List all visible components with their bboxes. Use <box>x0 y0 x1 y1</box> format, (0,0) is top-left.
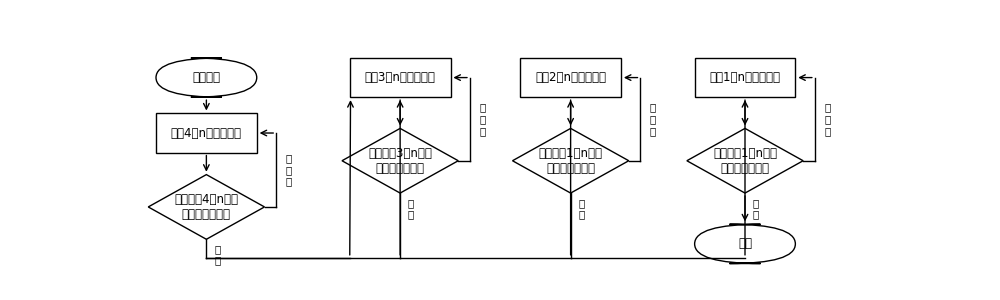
Text: 判断编号3至n的电
容是否完成充电: 判断编号3至n的电 容是否完成充电 <box>368 147 432 175</box>
Polygon shape <box>512 128 629 193</box>
Text: 编号3至n的电容充电: 编号3至n的电容充电 <box>365 71 436 84</box>
Text: 未
充
满: 未 充 满 <box>824 103 830 136</box>
FancyBboxPatch shape <box>695 224 795 263</box>
FancyBboxPatch shape <box>156 58 257 97</box>
Text: 未
充
满: 未 充 满 <box>650 103 656 136</box>
Polygon shape <box>687 128 803 193</box>
Polygon shape <box>342 128 458 193</box>
Text: 未
充
满: 未 充 满 <box>285 153 292 187</box>
Text: 完成: 完成 <box>738 237 752 250</box>
Text: 判断编号1至n的电
容是否完成充电: 判断编号1至n的电 容是否完成充电 <box>713 147 777 175</box>
Text: 开始充电: 开始充电 <box>192 71 220 84</box>
Text: 判断编号1至n的电
容是否完成充电: 判断编号1至n的电 容是否完成充电 <box>539 147 603 175</box>
Bar <box>695 58 795 97</box>
Bar <box>350 58 450 97</box>
Text: 编号4至n的电容充电: 编号4至n的电容充电 <box>171 127 242 140</box>
Text: 充
满: 充 满 <box>753 198 759 220</box>
Text: 编号2至n的电容充电: 编号2至n的电容充电 <box>535 71 606 84</box>
Polygon shape <box>148 175 264 239</box>
Text: 判断编号4至n的电
容是否完成充电: 判断编号4至n的电 容是否完成充电 <box>174 193 238 221</box>
Text: 充
满: 充 满 <box>408 198 414 219</box>
Text: 充
满: 充 满 <box>578 198 585 219</box>
Bar <box>520 58 621 97</box>
Text: 编号1至n的电容充电: 编号1至n的电容充电 <box>710 71 780 84</box>
Bar <box>156 113 257 153</box>
Text: 充
满: 充 满 <box>214 244 220 266</box>
Text: 未
充
满: 未 充 满 <box>479 103 485 136</box>
